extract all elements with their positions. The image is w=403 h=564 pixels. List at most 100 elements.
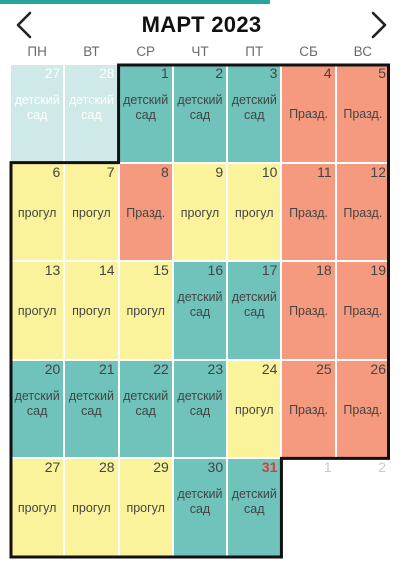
- day-status-label: прогул: [72, 205, 111, 220]
- day-number: 27: [44, 65, 61, 81]
- day-number: 13: [44, 262, 61, 279]
- day-cell[interactable]: 18 Празд.: [281, 261, 336, 360]
- month-outline: [9, 63, 390, 559]
- day-status-label: Празд.: [289, 402, 329, 417]
- next-month-button[interactable]: [361, 8, 397, 42]
- day-cell[interactable]: 21 детский сад: [64, 359, 119, 459]
- day-status-label: детский сад: [231, 290, 277, 320]
- day-cell[interactable]: 31 детский сад: [227, 458, 282, 557]
- day-status-label: детский сад: [68, 93, 114, 122]
- day-status-label: Празд.: [289, 205, 329, 220]
- weekday-header: ПН ВТ СР ЧТ ПТ СБ ВС: [10, 44, 390, 64]
- day-number: 7: [106, 163, 115, 180]
- day-number: 3: [269, 65, 278, 81]
- day-cell[interactable]: 4 Празд.: [281, 64, 336, 163]
- day-number: 17: [261, 262, 278, 279]
- day-status-label: прогул: [235, 402, 274, 417]
- weekday-label: СБ: [299, 44, 318, 59]
- day-number: 15: [153, 262, 169, 279]
- day-cell[interactable]: 3 детский сад: [227, 64, 282, 163]
- day-status-label: Празд.: [343, 107, 383, 121]
- day-cell[interactable]: 14 прогул: [64, 261, 119, 360]
- status-strip: [0, 0, 403, 4]
- weekday-label: ВС: [353, 44, 372, 59]
- day-number: 20: [44, 360, 61, 377]
- day-number: 1: [323, 459, 332, 476]
- day-status-label: детский сад: [14, 388, 60, 418]
- day-number: 2: [215, 65, 224, 81]
- day-number: 5: [378, 65, 386, 81]
- day-number: 29: [153, 459, 169, 476]
- day-status-label: детский сад: [231, 93, 277, 122]
- day-cell[interactable]: 24 прогул: [227, 359, 282, 459]
- day-number: 28: [98, 459, 115, 476]
- day-status-label: детский сад: [14, 93, 60, 122]
- accent-bar: [0, 0, 270, 4]
- day-status-label: детский сад: [177, 388, 223, 418]
- day-cell[interactable]: 11 Празд.: [281, 162, 336, 262]
- weekday-label: ВТ: [83, 44, 100, 59]
- chevron-left-icon: [16, 11, 32, 39]
- day-cell[interactable]: 10 прогул: [227, 162, 282, 262]
- prev-month-button[interactable]: [6, 8, 42, 42]
- day-number: 16: [207, 262, 224, 279]
- day-status-label: детский сад: [177, 487, 223, 517]
- day-status-label: Празд.: [126, 205, 166, 220]
- day-number: 24: [261, 360, 278, 377]
- day-cell[interactable]: 27 прогул: [10, 458, 65, 557]
- calendar-grid: 27 детский сад 28 детский сад 1 детский сад 2 д…: [9, 63, 390, 564]
- day-status-label: детский сад: [231, 487, 277, 517]
- day-number: 27: [44, 459, 61, 476]
- day-cell[interactable]: 29 прогул: [118, 458, 173, 557]
- day-number: 21: [98, 360, 115, 377]
- day-number: 18: [316, 262, 332, 279]
- day-status-label: Празд.: [289, 304, 329, 319]
- day-number: 11: [317, 163, 332, 180]
- day-cell[interactable]: 23 детский сад: [172, 359, 228, 459]
- day-cell[interactable]: 2 детский сад: [172, 64, 228, 163]
- day-cell[interactable]: 20 детский сад: [10, 359, 65, 459]
- day-number: 10: [261, 163, 278, 180]
- day-status-label: детский сад: [177, 93, 223, 122]
- day-status-label: Празд.: [289, 107, 329, 121]
- day-cell[interactable]: 19 Празд.: [335, 261, 390, 360]
- day-number: 14: [98, 262, 115, 279]
- day-status-label: прогул: [126, 501, 165, 516]
- day-number: 25: [316, 360, 332, 377]
- day-number: 9: [215, 163, 224, 180]
- day-cell[interactable]: 8 Празд.: [118, 162, 173, 262]
- day-status-label: детский сад: [123, 93, 169, 122]
- day-cell[interactable]: 15 прогул: [118, 261, 173, 360]
- day-status-label: детский сад: [177, 290, 223, 320]
- day-number: 28: [98, 65, 115, 81]
- day-cell[interactable]: 25 Празд.: [281, 359, 336, 459]
- day-cell[interactable]: 16 детский сад: [172, 261, 228, 360]
- weekday-label: ПН: [27, 44, 47, 59]
- day-status-label: прогул: [235, 205, 274, 220]
- day-status-label: детский сад: [123, 388, 169, 418]
- day-status-label: прогул: [72, 304, 111, 319]
- day-cell[interactable]: 12 Празд.: [335, 162, 390, 262]
- day-number: 4: [323, 65, 332, 81]
- day-number: 30: [207, 459, 224, 476]
- day-cell[interactable]: 9 прогул: [172, 162, 228, 262]
- day-cell[interactable]: 22 детский сад: [118, 359, 173, 459]
- day-cell[interactable]: 26 Празд.: [335, 359, 390, 459]
- day-cell[interactable]: 5 Празд.: [335, 64, 390, 163]
- day-cell[interactable]: 28 детский сад: [64, 64, 119, 163]
- day-cell[interactable]: 7 прогул: [64, 162, 119, 262]
- day-status-label: Празд.: [343, 402, 383, 417]
- day-status-label: Празд.: [343, 304, 383, 319]
- day-cell[interactable]: 27 детский сад: [10, 64, 65, 163]
- day-number: 12: [370, 163, 386, 180]
- weekday-label: СР: [136, 44, 156, 59]
- day-status-label: прогул: [72, 501, 111, 516]
- chevron-right-icon: [371, 11, 387, 39]
- weekday-label: ЧТ: [191, 44, 209, 59]
- day-cell[interactable]: 17 детский сад: [227, 261, 282, 360]
- day-status-label: прогул: [180, 205, 220, 220]
- day-number: 1: [161, 65, 169, 81]
- day-status-label: детский сад: [68, 388, 114, 418]
- day-cell[interactable]: 30 детский сад: [172, 458, 228, 557]
- day-number: 19: [370, 262, 386, 279]
